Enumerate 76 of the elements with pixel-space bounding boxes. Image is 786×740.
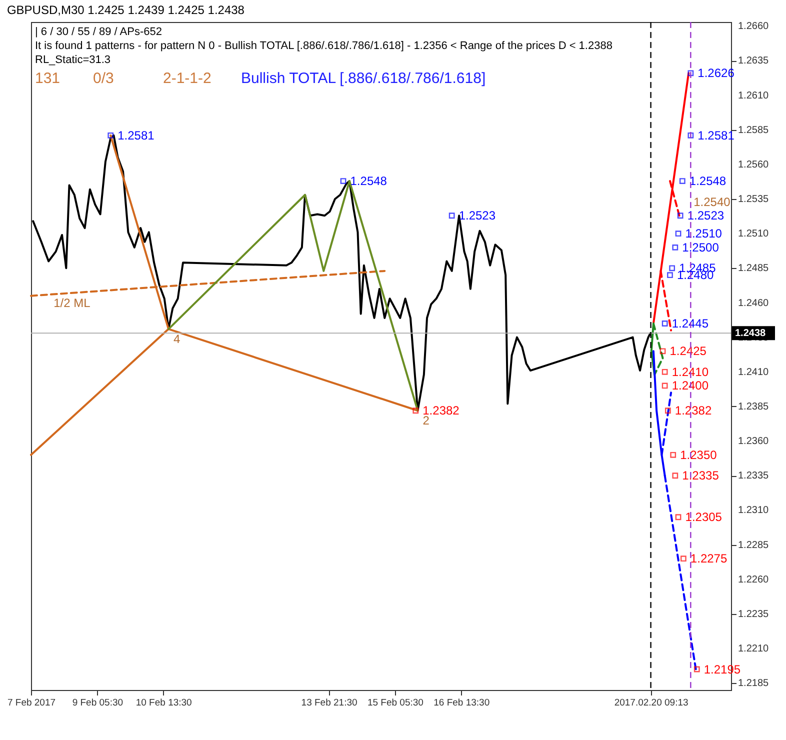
point [675,230,682,237]
point [677,212,684,219]
annotation: 0/3 [93,70,114,87]
annotation: 2 [422,414,430,428]
point [670,452,676,458]
y-tick-label: 1.2210 [738,644,770,655]
annotation: | 6 / 30 / 55 / 89 / APs-652 [35,26,162,38]
y-tick-label: 1.2185 [738,678,770,690]
data-label: 1.2523 [458,208,496,223]
annotation: 1/2 ML [54,296,91,310]
data-label: 1.2445 [672,316,709,330]
data-label: 1.2548 [689,174,726,188]
data-label: 1.2335 [682,468,720,483]
y-tick-label: 1.2285 [738,540,770,551]
data-label: 1.2305 [685,510,722,524]
data-label: 1.2425 [670,344,707,358]
point [412,408,419,414]
y-tick-label: 1.2235 [738,608,770,620]
point [688,70,694,76]
point [672,472,678,479]
point [672,244,678,250]
point [662,368,668,375]
point [694,666,700,672]
point [662,320,668,326]
x-tick-label: 16 Feb 13:30 [434,698,490,708]
y-tick-label: 1.2585 [738,124,770,136]
y-tick-label: 1.2260 [738,574,770,586]
y-tick-label: 1.2460 [738,298,770,309]
point [340,178,346,184]
data-label: 1.2523 [687,208,724,223]
point [669,265,676,272]
y-tick-label: 1.2560 [738,159,770,170]
x-tick-label: 2017.02.20 09:13 [614,698,688,708]
y-tick-label: 1.2660 [738,21,770,32]
y-tick-label: 1.2485 [738,263,770,274]
data-label: 1.2500 [682,240,720,254]
point [688,132,694,138]
point [448,212,455,219]
annotation: 131 [35,70,60,87]
data-label: 1.2510 [685,226,722,241]
annotation: 4 [174,332,181,346]
point [660,348,666,354]
y-tick-label: 1.2635 [738,56,770,67]
x-tick-label: 13 Feb 21:30 [301,698,358,708]
annotation: Bullish TOTAL [.886/.618/.786/1.618] [241,70,486,87]
annotation: 1.2540 [694,195,731,210]
x-tick-label: 9 Feb 05:30 [72,698,124,708]
data-label: 1.2382 [674,404,712,418]
y-tick-label: 1.2385 [738,401,770,412]
y-tick-label: 1.2360 [738,436,770,448]
annotation: 2-1-1-2 [163,70,212,87]
x-tick-label: 7 Feb 2017 [7,698,56,708]
data-label: 1.2410 [672,364,709,379]
ref-line-label: 1.2438 [735,328,766,340]
data-label: 1.2275 [690,552,728,566]
y-tick-label: 1.2335 [738,470,770,482]
y-tick-label: 1.2410 [738,366,770,378]
point [675,514,682,520]
point [662,382,668,389]
data-label: 1.2400 [672,378,709,393]
y-tick-label: 1.2610 [738,90,770,102]
point [680,556,686,562]
x-tick-label: 15 Feb 05:30 [367,698,424,708]
point [679,178,686,184]
annotation: It is found 1 patterns - for pattern N 0 - Bullish TOTAL [.886/.618/.786/1.618] - 1.2356 < Range of the prices D < 1.2388 [35,40,612,52]
data-label: 1.2581 [118,128,155,142]
y-tick-label: 1.2535 [738,194,770,206]
chart-title: GBPUSD,M30 1.2425 1.2439 1.2425 1.2438 [6,3,245,18]
annotation: RL_Static=31.3 [35,54,111,66]
y-tick-label: 1.2310 [738,505,770,516]
data-label: 1.2548 [350,174,388,188]
point [667,272,673,278]
y-tick-label: 1.2510 [738,228,770,240]
x-tick-label: 10 Feb 13:30 [136,698,192,708]
point [108,132,114,138]
point [664,408,671,414]
